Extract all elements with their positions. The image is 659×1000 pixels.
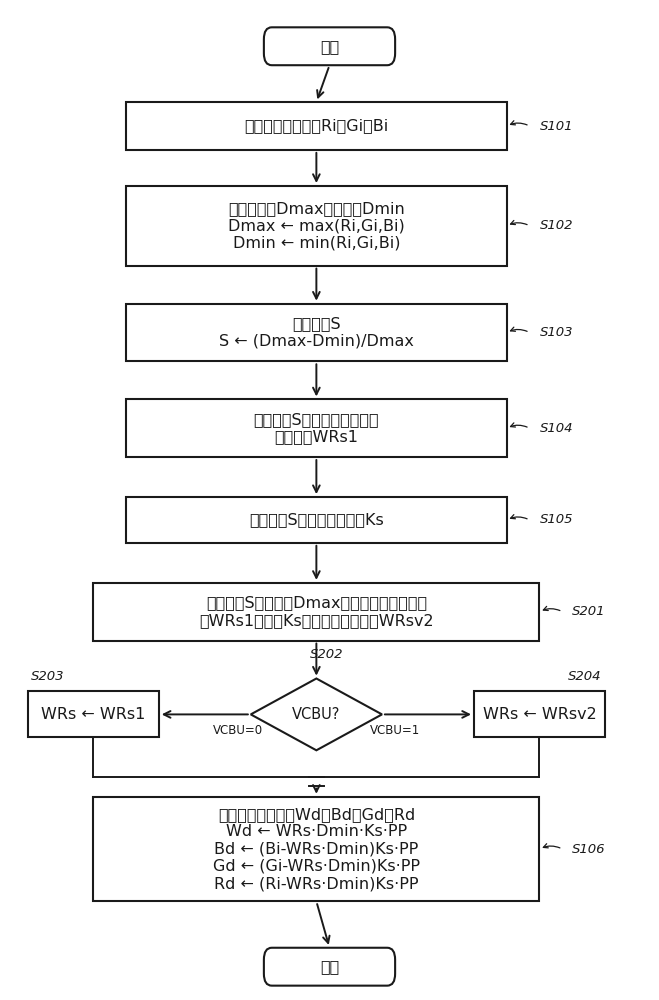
Bar (28, 691, 159, 737)
Text: WRs ← WRsv2: WRs ← WRsv2 (482, 707, 596, 722)
Text: S104: S104 (540, 422, 573, 435)
FancyBboxPatch shape (264, 27, 395, 65)
Text: VCBU=1: VCBU=1 (370, 724, 420, 737)
Bar (126, 186, 507, 266)
Text: 求算最大值Dmax和最小值Dmin
Dmax ← max(Ri,Gi,Bi)
Dmin ← min(Ri,Gi,Bi): 求算最大值Dmax和最小值Dmin Dmax ← max(Ri,Gi,Bi) D… (228, 201, 405, 251)
Text: S103: S103 (540, 326, 573, 339)
Text: S204: S204 (568, 670, 602, 683)
Text: 求算四色图像数据Wd、Bd、Gd、Rd
Wd ← WRs·Dmin·Ks·PP
Bd ← (Bi-WRs·Dmin)Ks·PP
Gd ← (Gi-WRs·Dmi: 求算四色图像数据Wd、Bd、Gd、Rd Wd ← WRs·Dmin·Ks·PP … (213, 807, 420, 891)
Text: 基于彩度S和参数求算系数Ks: 基于彩度S和参数求算系数Ks (249, 512, 384, 527)
Text: VCBU?: VCBU? (292, 707, 341, 722)
Text: VCBU=0: VCBU=0 (213, 724, 263, 737)
Bar (94, 797, 540, 901)
Text: 输入三色图像数据Ri、Gi、Bi: 输入三色图像数据Ri、Gi、Bi (244, 119, 389, 134)
Bar (94, 583, 540, 641)
Text: S201: S201 (572, 605, 606, 618)
Text: WRs ← WRs1: WRs ← WRs1 (41, 707, 146, 722)
Bar (474, 691, 605, 737)
Text: S202: S202 (310, 648, 343, 661)
Text: 基于彩度S和参数，求算第一
分配比例WRs1: 基于彩度S和参数，求算第一 分配比例WRs1 (254, 412, 379, 444)
Bar (126, 102, 507, 150)
Bar (126, 399, 507, 457)
Polygon shape (251, 679, 382, 750)
Bar (126, 304, 507, 361)
Bar (126, 497, 507, 543)
Text: S102: S102 (540, 219, 573, 232)
Text: 结束: 结束 (320, 959, 339, 974)
Text: 求算彩度S
S ← (Dmax-Dmin)/Dmax: 求算彩度S S ← (Dmax-Dmin)/Dmax (219, 316, 414, 349)
Text: S106: S106 (572, 843, 606, 856)
FancyBboxPatch shape (264, 948, 395, 986)
Text: S101: S101 (540, 120, 573, 133)
Text: 基于彩度S、最大值Dmax、参数、第一分配比
例WRs1、系数Ks求算第二分配比例WRsv2: 基于彩度S、最大值Dmax、参数、第一分配比 例WRs1、系数Ks求算第二分配比… (199, 595, 434, 628)
Text: S203: S203 (31, 670, 65, 683)
Text: S105: S105 (540, 513, 573, 526)
Text: 开始: 开始 (320, 39, 339, 54)
